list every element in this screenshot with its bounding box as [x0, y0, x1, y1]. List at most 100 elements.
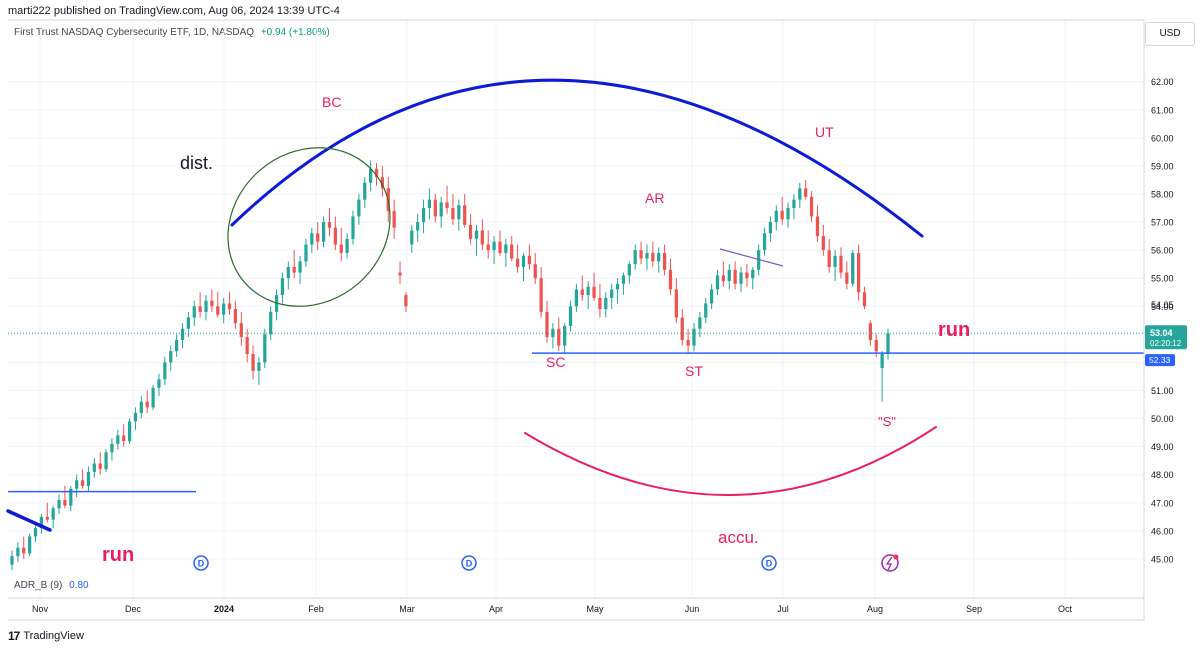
x-tick-label: Sep	[966, 604, 982, 614]
candle-body	[463, 205, 467, 225]
candle	[551, 323, 555, 349]
candle-body	[710, 289, 714, 304]
pennant-trendline	[719, 248, 784, 267]
candle	[180, 323, 185, 349]
candle	[468, 213, 473, 245]
candle-body	[445, 202, 449, 209]
candle	[809, 191, 814, 223]
candle-body	[439, 202, 443, 217]
candle	[69, 485, 73, 512]
candle-body	[427, 199, 432, 209]
candle	[457, 199, 461, 231]
candle	[22, 536, 26, 559]
candle	[321, 216, 326, 248]
candle-body	[433, 199, 437, 217]
candle-body	[139, 401, 143, 413]
accumulation-arc	[524, 426, 937, 496]
candle-body	[98, 463, 102, 470]
candle	[63, 485, 67, 509]
candle-body	[680, 317, 684, 340]
candle-body	[721, 275, 725, 282]
candle-body	[545, 311, 549, 338]
indicator-value: 0.80	[69, 580, 89, 591]
candle-body	[580, 289, 584, 296]
candle	[316, 222, 320, 251]
candle	[10, 550, 14, 571]
candle-body	[357, 199, 361, 217]
candle	[568, 300, 573, 332]
candle-body	[286, 266, 290, 279]
candle-body	[815, 216, 820, 237]
prev-close-value: 52.33	[1149, 355, 1171, 365]
candle	[210, 289, 214, 312]
candle	[451, 193, 455, 225]
candle-body	[809, 196, 814, 217]
candle-body	[527, 255, 531, 265]
x-tick-label: Apr	[489, 604, 503, 614]
x-tick-label: Dec	[125, 604, 142, 614]
candle	[298, 255, 302, 284]
candle-body	[733, 269, 737, 284]
x-tick-label: Oct	[1058, 604, 1073, 614]
candle	[692, 323, 696, 352]
candle-body	[80, 480, 85, 486]
candle-body	[57, 500, 61, 509]
candle	[369, 160, 373, 192]
candle	[86, 466, 91, 492]
candle-body	[175, 339, 179, 352]
candle	[263, 328, 267, 369]
candle-body	[498, 241, 502, 253]
candle	[862, 286, 867, 310]
candle-body	[157, 379, 161, 388]
candle-body	[592, 286, 596, 298]
candle-body	[222, 303, 226, 315]
candle-body	[533, 264, 537, 279]
downtrend-segment	[6, 509, 52, 532]
candle	[486, 230, 490, 259]
candle-body	[292, 266, 296, 273]
candle	[856, 244, 861, 301]
annotation-sc: SC	[546, 354, 565, 370]
candle-body	[480, 230, 484, 245]
candle	[410, 224, 414, 253]
candle	[192, 300, 196, 326]
candle-body	[886, 333, 890, 355]
axes: 62.00 61.00 60.00 59.00 58.00 57.00 56.00 55.00…	[8, 19, 1187, 621]
y-tick-label: 61.00	[1151, 105, 1174, 115]
candle	[357, 193, 361, 225]
candle-body	[380, 177, 385, 189]
candle	[710, 283, 714, 310]
candle-body	[369, 168, 373, 183]
candle-body	[63, 500, 67, 506]
annotation-dist: dist.	[180, 153, 213, 173]
candle	[122, 424, 126, 447]
annotation-ar: AR	[645, 190, 664, 206]
dividend-glyph: D	[766, 559, 773, 569]
y-tick-label: 60.00	[1151, 133, 1174, 143]
y-tick-label: 57.00	[1151, 218, 1174, 228]
alert-dot	[893, 554, 899, 560]
candle-body	[51, 508, 55, 520]
x-tick-label: Jun	[685, 604, 700, 614]
annotation-s: "S"	[878, 414, 896, 429]
candle-body	[751, 269, 755, 279]
y-tick-label: 48.00	[1151, 470, 1174, 480]
candle	[804, 179, 808, 200]
candle-body	[468, 224, 473, 239]
tradingview-logo-icon: 17	[8, 629, 20, 643]
y-tick-label: 46.00	[1151, 526, 1174, 536]
footer-brand: 17 TradingView	[8, 629, 84, 643]
candle-body	[245, 337, 249, 355]
candle	[815, 205, 820, 242]
candle	[80, 469, 85, 489]
currency-button[interactable]: USD	[1145, 22, 1195, 46]
candle-body	[586, 286, 590, 296]
candle	[380, 165, 385, 197]
candle	[374, 163, 379, 186]
candle-body	[16, 547, 20, 557]
candle	[16, 542, 20, 562]
candle	[786, 202, 790, 228]
dividend-icon: D	[193, 555, 209, 571]
